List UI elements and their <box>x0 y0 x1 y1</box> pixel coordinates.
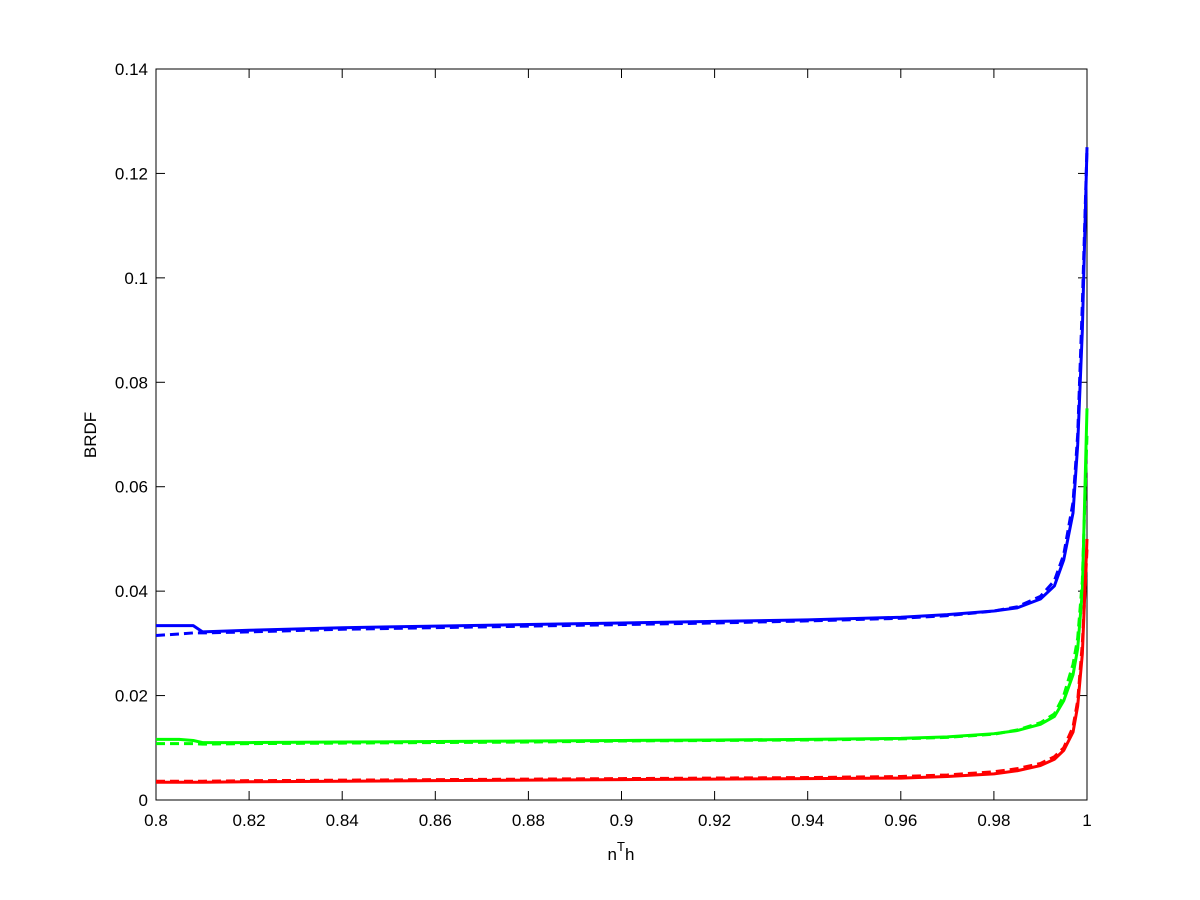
series-line <box>156 549 1089 783</box>
series-line <box>156 538 1089 784</box>
x-tick-label: 0.86 <box>419 811 452 830</box>
x-tick-label: 0.88 <box>512 811 545 830</box>
x-tick-label: 0.96 <box>884 811 917 830</box>
y-tick-label: 0.14 <box>115 60 148 79</box>
y-tick-label: 0.06 <box>115 478 148 497</box>
x-label-part: n <box>608 845 617 864</box>
x-label-superscript: T <box>617 839 625 854</box>
x-tick-label: 0.94 <box>791 811 824 830</box>
series-line <box>156 408 1089 745</box>
y-axis-label: BRDF <box>81 412 100 458</box>
x-tick-label: 0.98 <box>977 811 1010 830</box>
y-tick-label: 0.08 <box>115 373 148 392</box>
x-tick-label: 0.92 <box>698 811 731 830</box>
series-line <box>156 434 1089 746</box>
y-tick-label: 0.12 <box>115 164 148 183</box>
y-tick-label: 0.04 <box>115 582 148 601</box>
plot-box <box>155 68 1088 801</box>
x-label-part: h <box>625 845 634 864</box>
x-tick-label: 0.9 <box>610 811 634 830</box>
x-tick-label: 0.84 <box>326 811 359 830</box>
y-tick-label: 0 <box>139 791 148 810</box>
x-tick-label: 0.8 <box>144 811 168 830</box>
y-tick-label: 0.1 <box>124 269 148 288</box>
y-tick-label: 0.02 <box>115 687 148 706</box>
x-tick-label: 1 <box>1082 811 1091 830</box>
x-tick-label: 0.82 <box>233 811 266 830</box>
x-axis-label: nTh <box>608 839 635 864</box>
